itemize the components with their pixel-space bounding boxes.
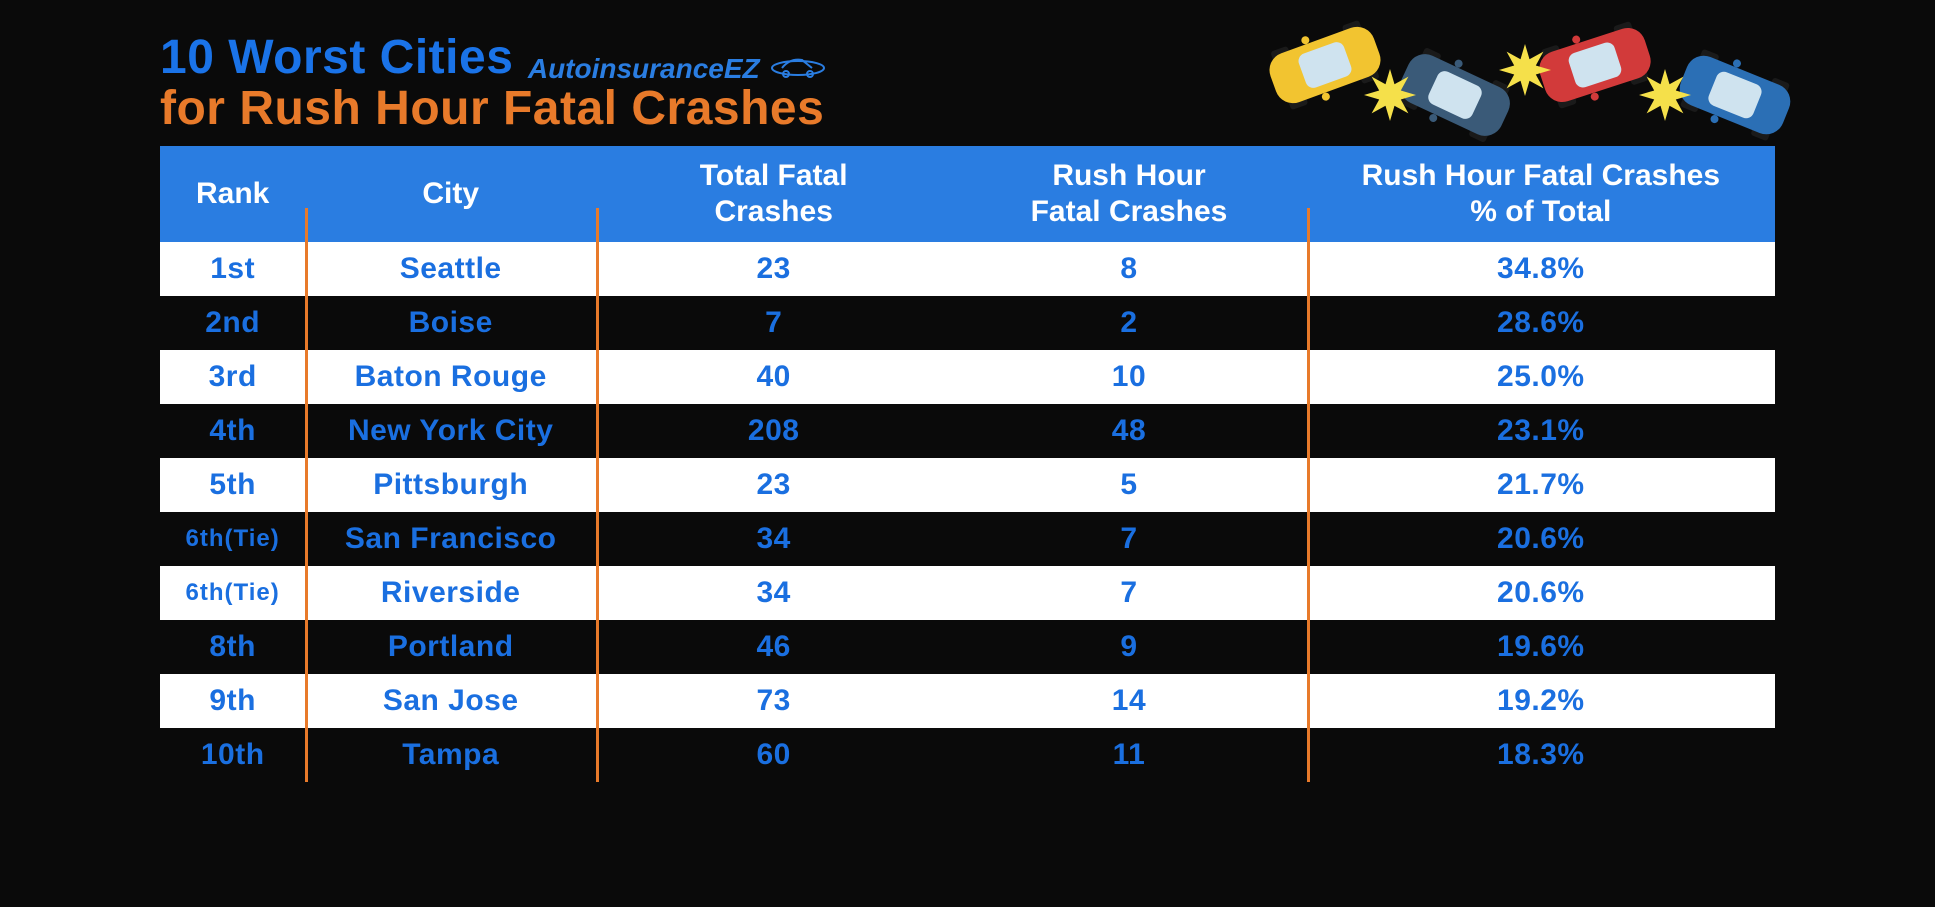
cell-rush: 48	[951, 404, 1306, 458]
cell-rush: 5	[951, 458, 1306, 512]
cell-city: New York City	[305, 404, 596, 458]
cell-rush: 8	[951, 242, 1306, 296]
cell-pct: 19.6%	[1307, 620, 1775, 674]
cell-pct: 28.6%	[1307, 296, 1775, 350]
col-header-rank: Rank	[160, 146, 305, 242]
cell-rush: 14	[951, 674, 1306, 728]
title-line2: for Rush Hour Fatal Crashes	[160, 81, 828, 136]
cell-pct: 20.6%	[1307, 512, 1775, 566]
table-row: 5thPittsburgh23521.7%	[160, 458, 1775, 512]
column-divider	[305, 208, 308, 782]
cell-rush: 7	[951, 566, 1306, 620]
cell-pct: 21.7%	[1307, 458, 1775, 512]
table-row: 4thNew York City2084823.1%	[160, 404, 1775, 458]
cell-rank: 9th	[160, 674, 305, 728]
column-divider	[596, 208, 599, 782]
table-row: 6th(Tie)Riverside34720.6%	[160, 566, 1775, 620]
cell-city: Riverside	[305, 566, 596, 620]
cell-total: 60	[596, 728, 951, 782]
cell-total: 208	[596, 404, 951, 458]
cell-total: 23	[596, 458, 951, 512]
cell-rank: 10th	[160, 728, 305, 782]
cell-total: 34	[596, 566, 951, 620]
cell-rank: 2nd	[160, 296, 305, 350]
cell-city: Baton Rouge	[305, 350, 596, 404]
cell-pct: 34.8%	[1307, 242, 1775, 296]
table-body: 1stSeattle23834.8%2ndBoise7228.6%3rdBato…	[160, 242, 1775, 782]
cell-total: 73	[596, 674, 951, 728]
table-row: 8thPortland46919.6%	[160, 620, 1775, 674]
brand-text: AutoinsuranceEZ	[528, 53, 760, 84]
table-row: 6th(Tie)San Francisco34720.6%	[160, 512, 1775, 566]
cell-rush: 7	[951, 512, 1306, 566]
cell-city: Pittsburgh	[305, 458, 596, 512]
col-header-total: Total FatalCrashes	[596, 146, 951, 242]
table-wrap: Rank City Total FatalCrashes Rush HourFa…	[160, 146, 1775, 782]
cell-city: Boise	[305, 296, 596, 350]
title-line1-wrap: 10 Worst Cities AutoinsuranceEZ	[160, 30, 828, 85]
cell-total: 46	[596, 620, 951, 674]
cell-rank: 5th	[160, 458, 305, 512]
column-divider	[1307, 208, 1310, 782]
cell-pct: 18.3%	[1307, 728, 1775, 782]
cell-city: San Francisco	[305, 512, 596, 566]
cell-total: 40	[596, 350, 951, 404]
cell-total: 7	[596, 296, 951, 350]
cell-rush: 11	[951, 728, 1306, 782]
table-row: 10thTampa601118.3%	[160, 728, 1775, 782]
cell-city: Tampa	[305, 728, 596, 782]
crashes-table: Rank City Total FatalCrashes Rush HourFa…	[160, 146, 1775, 782]
title-line1: 10 Worst Cities	[160, 30, 513, 85]
cell-rush: 9	[951, 620, 1306, 674]
cell-rank: 4th	[160, 404, 305, 458]
cell-rush: 2	[951, 296, 1306, 350]
cell-city: San Jose	[305, 674, 596, 728]
table-row: 1stSeattle23834.8%	[160, 242, 1775, 296]
table-header-row: Rank City Total FatalCrashes Rush HourFa…	[160, 146, 1775, 242]
brand-car-icon	[768, 54, 828, 83]
col-header-pct: Rush Hour Fatal Crashes% of Total	[1307, 146, 1775, 242]
cell-total: 23	[596, 242, 951, 296]
cell-rank: 1st	[160, 242, 305, 296]
cell-pct: 23.1%	[1307, 404, 1775, 458]
col-header-city: City	[305, 146, 596, 242]
cell-pct: 19.2%	[1307, 674, 1775, 728]
cell-pct: 20.6%	[1307, 566, 1775, 620]
cell-rush: 10	[951, 350, 1306, 404]
cell-total: 34	[596, 512, 951, 566]
col-header-rush: Rush HourFatal Crashes	[951, 146, 1306, 242]
cell-rank: 3rd	[160, 350, 305, 404]
table-row: 2ndBoise7228.6%	[160, 296, 1775, 350]
cell-rank: 6th(Tie)	[160, 566, 305, 620]
cell-pct: 25.0%	[1307, 350, 1775, 404]
car-crash-illustration	[1255, 10, 1815, 165]
cell-city: Seattle	[305, 242, 596, 296]
title-block: 10 Worst Cities AutoinsuranceEZ for Rush…	[160, 30, 828, 136]
cell-rank: 8th	[160, 620, 305, 674]
cell-rank: 6th(Tie)	[160, 512, 305, 566]
header: 10 Worst Cities AutoinsuranceEZ for Rush…	[160, 30, 1775, 136]
table-row: 9thSan Jose731419.2%	[160, 674, 1775, 728]
table-row: 3rdBaton Rouge401025.0%	[160, 350, 1775, 404]
cell-city: Portland	[305, 620, 596, 674]
